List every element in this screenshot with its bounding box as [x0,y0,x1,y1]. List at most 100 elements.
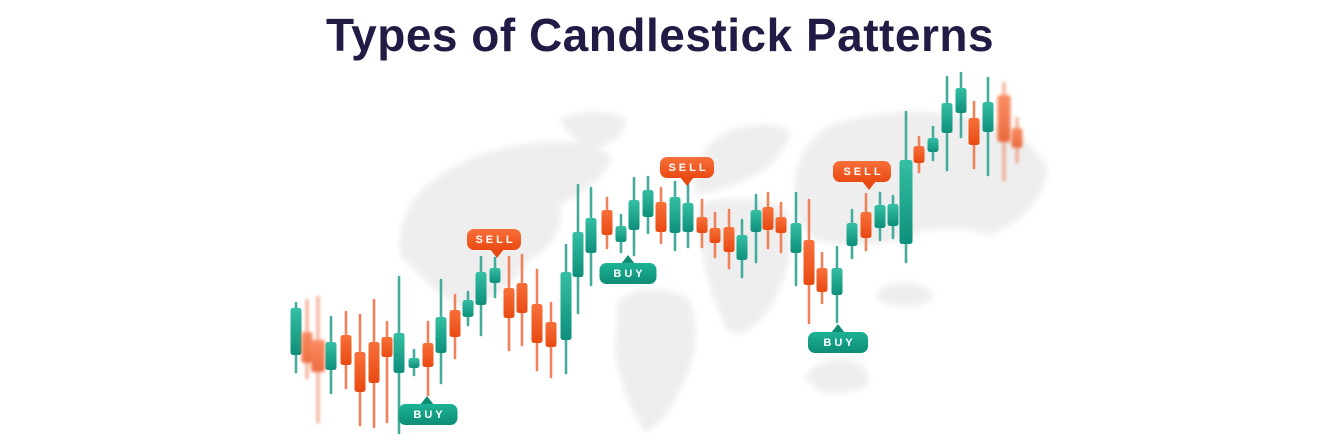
candle-body [301,332,313,363]
bullish-candle [846,208,858,260]
map-australia [805,359,869,394]
badge-pointer [680,177,694,186]
bullish-candle [585,186,597,287]
bearish-candle [655,186,667,245]
bullish-candle [435,278,447,385]
candle-body [709,228,721,243]
page-title: Types of Candlestick Patterns [325,9,995,61]
candle-body [475,272,487,305]
candle-body [422,343,434,367]
candle-body [325,342,337,370]
candle-body [696,217,708,233]
candle-body [982,102,994,132]
candle-body [1011,128,1023,148]
candle-body [655,202,667,232]
candle-body [503,288,515,318]
bearish-candle [816,251,828,305]
badge-label: SELL [843,166,883,178]
map-greenland [560,111,626,148]
buy-badge: BUY [398,396,458,425]
signal-badges-layer: SELL BUY BUY SELL SELL BUY [398,157,891,425]
map-southeast-asia [877,283,933,307]
badge-background [808,332,868,353]
bullish-candle [790,191,802,287]
bearish-candle [354,313,366,427]
bearish-candle [709,211,721,259]
map-north-america [399,141,612,310]
badge-pointer [862,181,876,190]
candle-body [723,227,735,252]
candle-body [887,204,899,226]
candle-body [545,322,557,347]
bearish-candle [762,191,774,250]
candle-body [874,205,886,228]
bearish-candle [311,295,325,424]
candle-body [449,310,461,337]
map-europe [694,124,790,195]
badge-pointer [831,324,845,333]
bullish-candle [560,243,572,375]
bullish-candle [669,180,681,252]
bullish-candle [874,191,886,242]
bullish-candle [489,256,501,299]
bearish-candle [340,310,352,390]
badge-background [467,229,521,250]
bullish-candle [941,75,953,172]
bullish-candle [982,76,994,177]
bullish-candle [736,218,748,279]
candle-body [831,268,843,295]
badge-pointer [621,255,635,264]
bullish-candle [325,315,337,395]
badge-background [599,263,657,284]
candle-body [628,200,640,230]
candle-body [736,235,748,260]
bearish-candle [968,100,980,170]
bearish-candle [997,81,1011,182]
bullish-candle [831,245,843,324]
bearish-candle [696,198,708,249]
candle-body [860,212,872,238]
candle-body [531,304,543,343]
bullish-candle [750,193,762,264]
candle-body [560,272,572,340]
badge-background [398,404,458,425]
world-map-background [399,111,1048,432]
badge-pointer [420,396,434,405]
bullish-candle [899,110,913,264]
candle-body [846,223,858,246]
candle-body [899,160,913,244]
candle-body [408,358,420,368]
candle-body [290,308,302,355]
candle-body [997,95,1011,142]
candle-body [642,190,654,217]
bullish-candle [475,255,487,337]
bullish-candle [462,290,474,327]
badge-pointer [490,249,504,258]
bullish-candle [408,348,420,377]
candle-body [803,240,815,285]
candle-body [790,223,802,253]
badge-label: SELL [668,162,708,174]
bearish-candle [723,208,735,270]
bullish-candle [887,194,899,240]
bearish-candle [775,201,787,254]
candle-body [968,118,980,145]
bearish-candle [381,320,393,424]
candle-body [435,317,447,353]
candle-body [601,210,613,235]
badge-label: BUY [613,268,645,280]
bearish-candle [368,298,380,429]
candles-layer [290,71,1023,435]
candle-body [462,300,474,317]
bearish-candle [860,192,872,252]
badge-label: BUY [823,337,855,349]
bearish-candle [449,293,461,360]
bearish-candle [301,298,313,380]
candle-body [489,268,501,283]
candle-body [682,203,694,232]
buy-badge: BUY [808,324,868,353]
candle-body [516,283,528,313]
candle-body [354,352,366,392]
bearish-candle [516,253,528,347]
